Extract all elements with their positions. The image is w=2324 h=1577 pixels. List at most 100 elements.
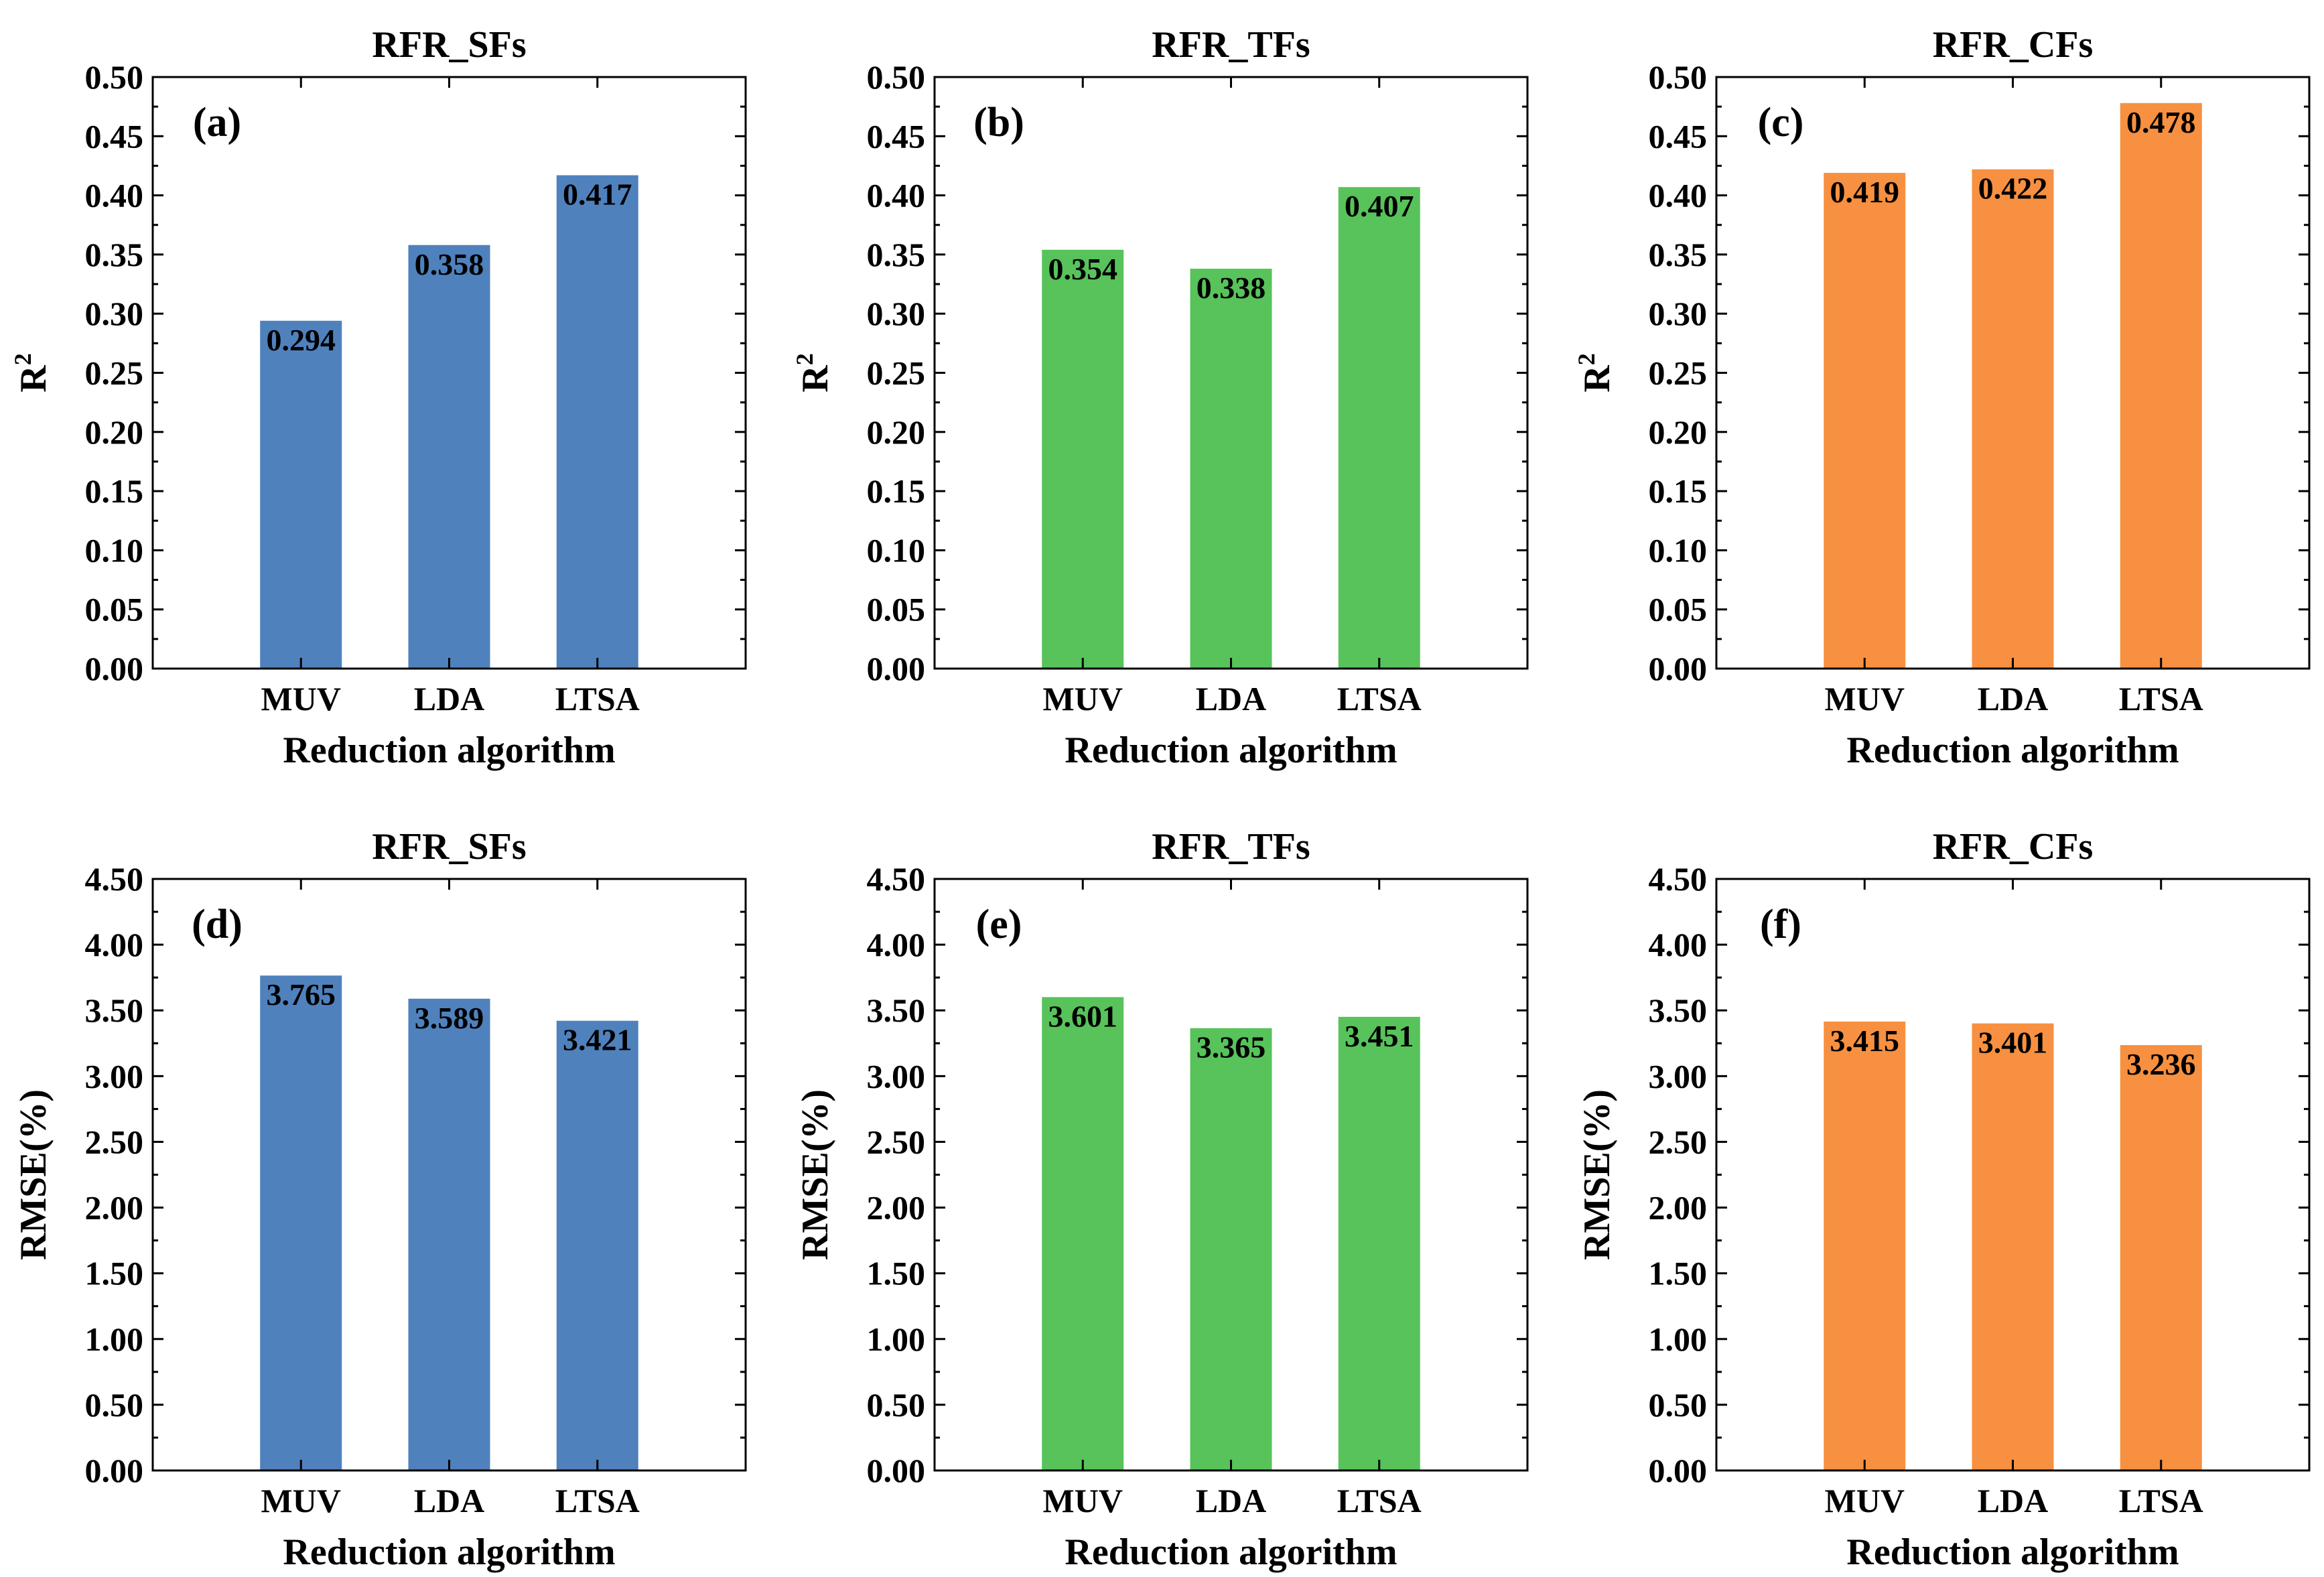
y-tick-label: 0.20: [867, 413, 926, 451]
bar-lda: [408, 245, 490, 669]
y-tick-label: 0.40: [1649, 177, 1708, 214]
x-axis-label: Reduction algorithm: [1846, 1531, 2179, 1573]
chart-title: RFR_TFs: [1152, 826, 1310, 868]
y-tick-label: 3.50: [85, 991, 144, 1029]
y-tick-label: 4.00: [85, 926, 144, 963]
y-tick-label: 0.10: [867, 531, 926, 569]
panel-label: (f): [1760, 902, 1801, 947]
data-label: 0.294: [267, 323, 336, 357]
x-tick-label: LDA: [1196, 1482, 1267, 1519]
bar-lda: [1972, 169, 2054, 669]
chart-title: RFR_SFs: [372, 826, 526, 868]
y-tick-label: 0.00: [1649, 650, 1708, 687]
y-axis-label: R2: [791, 353, 836, 392]
chart-title: RFR_CFs: [1933, 826, 2094, 868]
panel-label: (b): [973, 100, 1024, 145]
y-tick-label: 3.00: [85, 1057, 144, 1095]
y-tick-label: 0.50: [85, 58, 144, 96]
y-axis-label-superscript: 2: [1573, 353, 1600, 365]
y-axis-label: RMSE(%): [1576, 1089, 1618, 1260]
bar-muv: [1824, 1021, 1906, 1470]
x-tick-label: LTSA: [2119, 1482, 2203, 1519]
x-axis-label: Reduction algorithm: [1846, 730, 2179, 771]
y-tick-label: 0.35: [867, 236, 926, 273]
y-tick-label: 1.00: [867, 1320, 926, 1358]
y-axis-label: R2: [9, 353, 54, 392]
data-label: 3.601: [1048, 999, 1118, 1033]
x-tick-label: LTSA: [2119, 680, 2203, 717]
y-tick-label: 3.00: [867, 1057, 926, 1095]
panel-label: (c): [1758, 100, 1804, 145]
x-tick-label: LDA: [414, 1482, 485, 1519]
data-label: 0.478: [2126, 105, 2196, 139]
y-tick-label: 3.50: [1649, 991, 1708, 1029]
bar-ltsa: [2120, 1045, 2202, 1470]
y-tick-label: 0.40: [85, 177, 144, 214]
y-axis-label: RMSE(%): [13, 1089, 54, 1260]
y-axis-label-text: R: [795, 365, 836, 393]
y-axis-label-text: RMSE(%): [1576, 1089, 1618, 1260]
y-tick-label: 0.30: [85, 295, 144, 332]
chart-title: RFR_TFs: [1152, 24, 1310, 66]
y-axis-label-text: RMSE(%): [13, 1089, 54, 1260]
y-tick-label: 1.00: [1649, 1320, 1708, 1358]
y-tick-label: 4.50: [85, 860, 144, 898]
chart-panel-a: 0.00 0.05 0.10 0.15 0.20 0.25 0.30 0.35 0.40 0.45…: [9, 24, 747, 771]
data-label: 0.407: [1345, 189, 1414, 223]
y-tick-label: 0.05: [867, 591, 926, 628]
y-tick-label: 0.45: [1649, 117, 1708, 155]
bar-ltsa: [556, 1020, 638, 1470]
chart-panel-f: 0.00 0.50 1.00 1.50 2.00 2.50 3.00 3.50 4.00 4.50…: [1576, 826, 2311, 1573]
x-tick-label: MUV: [1043, 680, 1123, 717]
y-tick-label: 0.00: [85, 650, 144, 687]
chart-title: RFR_CFs: [1933, 24, 2094, 66]
y-tick-label: 4.00: [1649, 926, 1708, 963]
bar-ltsa: [1338, 187, 1420, 669]
data-label: 3.415: [1830, 1024, 1900, 1058]
y-tick-label: 1.50: [867, 1255, 926, 1292]
y-tick-label: 0.25: [85, 354, 144, 392]
data-label: 3.589: [415, 1001, 484, 1035]
bar-muv: [260, 975, 342, 1470]
y-tick-label: 2.00: [867, 1189, 926, 1227]
y-tick-label: 0.30: [1649, 295, 1708, 332]
y-tick-label: 2.50: [85, 1123, 144, 1160]
y-tick-label: 0.00: [85, 1452, 144, 1489]
x-tick-label: MUV: [1825, 680, 1905, 717]
y-tick-label: 0.10: [85, 531, 144, 569]
x-tick-label: LTSA: [555, 1482, 640, 1519]
bar-muv: [260, 320, 342, 669]
chart-panel-e: 0.00 0.50 1.00 1.50 2.00 2.50 3.00 3.50 4.00 4.50…: [795, 826, 1529, 1573]
x-axis-label: Reduction algorithm: [283, 1531, 615, 1573]
data-label: 0.354: [1048, 252, 1118, 286]
y-axis-label-text: RMSE(%): [795, 1089, 836, 1260]
x-tick-label: LTSA: [1337, 680, 1422, 717]
y-tick-label: 0.50: [85, 1386, 144, 1424]
data-label: 3.421: [563, 1023, 632, 1057]
y-tick-label: 2.50: [867, 1123, 926, 1160]
chart-panel-b: 0.00 0.05 0.10 0.15 0.20 0.25 0.30 0.35 0.40 0.45…: [791, 24, 1529, 771]
data-label: 0.358: [415, 247, 484, 281]
y-tick-label: 0.25: [867, 354, 926, 392]
y-tick-label: 4.50: [867, 860, 926, 898]
y-axis-label-text: R: [13, 365, 54, 393]
bar-lda: [1972, 1023, 2054, 1470]
y-axis-label-superscript: 2: [791, 353, 818, 365]
y-tick-label: 0.50: [1649, 58, 1708, 96]
y-tick-label: 1.00: [85, 1320, 144, 1358]
data-label: 3.765: [267, 977, 336, 1012]
x-tick-label: LDA: [414, 680, 485, 717]
y-tick-label: 0.05: [1649, 591, 1708, 628]
x-tick-label: MUV: [1043, 1482, 1123, 1519]
y-tick-label: 0.50: [1649, 1386, 1708, 1424]
y-tick-label: 0.50: [867, 58, 926, 96]
x-tick-label: LDA: [1978, 680, 2049, 717]
y-tick-label: 0.20: [85, 413, 144, 451]
y-tick-label: 3.00: [1649, 1057, 1708, 1095]
bar-ltsa: [556, 175, 638, 669]
y-tick-label: 0.30: [867, 295, 926, 332]
data-label: 0.417: [563, 178, 632, 212]
y-tick-label: 0.10: [1649, 531, 1708, 569]
y-tick-label: 0.00: [1649, 1452, 1708, 1489]
